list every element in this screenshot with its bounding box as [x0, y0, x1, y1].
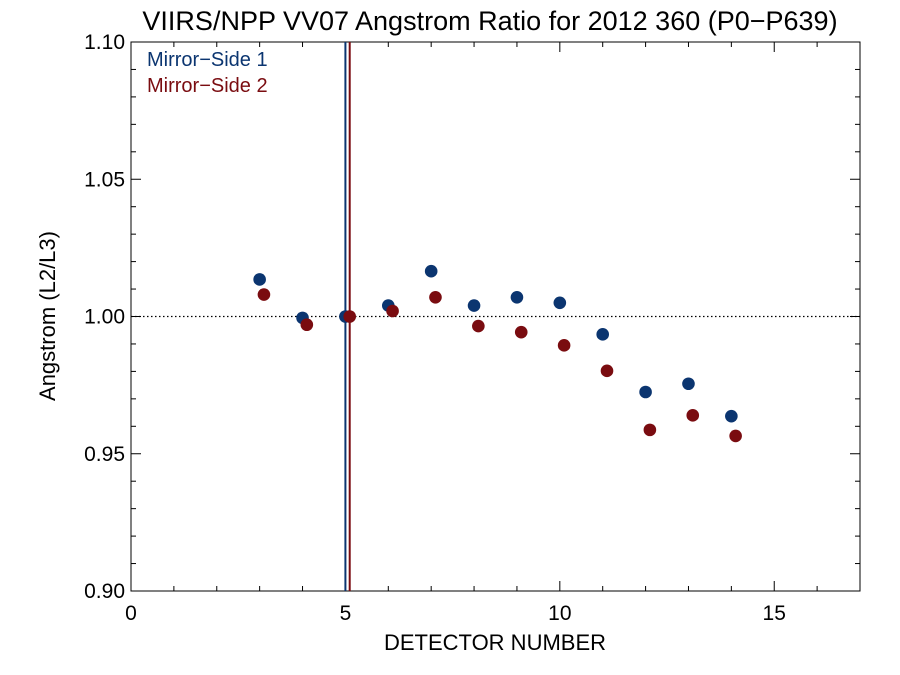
data-point-series-2	[600, 364, 614, 378]
chart-title: VIIRS/NPP VV07 Angstrom Ratio for 2012 3…	[142, 6, 837, 36]
legend-entry-series-2: Mirror−Side 2	[147, 75, 268, 97]
x-tick-label: 15	[763, 602, 786, 625]
x-axis-label: DETECTOR NUMBER	[384, 630, 606, 655]
x-tick-label: 5	[340, 602, 352, 625]
data-point-series-2	[257, 288, 271, 301]
data-point-series-2	[429, 290, 442, 304]
y-tick-label: 1.00	[84, 306, 125, 329]
data-point-series-1	[510, 290, 524, 304]
data-point-series-2	[686, 409, 700, 422]
y-axis-label: Angstrom (L2/L3)	[35, 231, 60, 401]
reference-lines	[131, 42, 860, 591]
data-point-series-2	[343, 310, 357, 323]
data-point-series-1	[553, 296, 567, 310]
data-point-series-2	[557, 339, 571, 352]
data-points	[253, 264, 742, 443]
data-point-series-1	[596, 328, 610, 341]
data-point-series-2	[386, 304, 399, 318]
legend: Mirror−Side 1 Mirror−Side 2	[147, 49, 268, 97]
y-tick-label: 1.05	[84, 168, 125, 191]
tick-labels: 0 5 10 15 0.90 0.95 1.00 1.05 1.10	[84, 31, 786, 625]
data-point-series-2	[643, 423, 657, 437]
data-point-series-1	[639, 385, 652, 399]
data-point-series-2	[472, 319, 485, 333]
x-tick-label: 0	[125, 602, 137, 625]
data-point-series-1	[725, 409, 738, 423]
y-tick-label: 0.95	[84, 443, 125, 466]
y-tick-label: 1.10	[84, 31, 125, 54]
x-tick-label: 10	[548, 602, 571, 625]
data-point-series-1	[253, 273, 266, 286]
data-point-series-2	[729, 429, 742, 443]
data-point-series-2	[300, 318, 314, 332]
data-point-series-1	[467, 299, 481, 312]
y-tick-label: 0.90	[84, 580, 125, 603]
data-point-series-1	[682, 377, 695, 391]
legend-entry-series-1: Mirror−Side 1	[147, 49, 268, 71]
data-point-series-1	[424, 264, 438, 278]
data-point-series-2	[514, 325, 528, 339]
